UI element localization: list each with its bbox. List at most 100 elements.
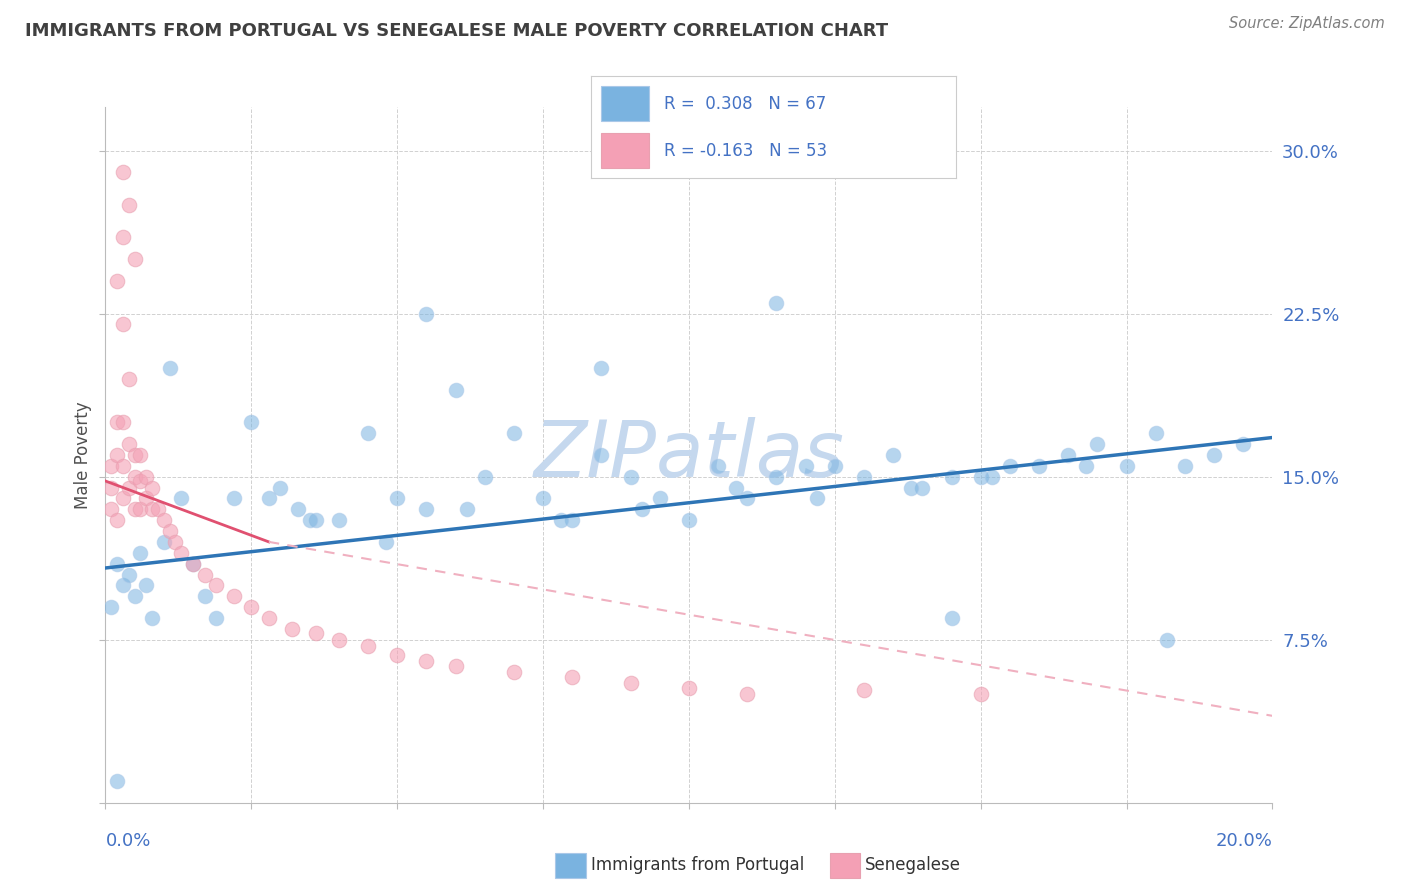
Point: [765, 295, 787, 310]
Point: [100, 458, 122, 473]
Point: [385, 648, 408, 662]
Point: [181, 557, 204, 571]
Point: [222, 589, 245, 603]
Point: [135, 578, 157, 592]
Point: [474, 469, 496, 483]
Point: [304, 513, 326, 527]
Point: [1156, 632, 1178, 647]
Point: [105, 274, 128, 288]
Text: R =  0.308   N = 67: R = 0.308 N = 67: [664, 95, 825, 112]
Point: [129, 546, 152, 560]
Point: [1144, 426, 1167, 441]
Point: [374, 535, 396, 549]
Point: [170, 491, 193, 506]
Point: [1028, 458, 1050, 473]
Point: [159, 524, 181, 538]
Point: [444, 658, 467, 673]
Text: R = -0.163   N = 53: R = -0.163 N = 53: [664, 142, 827, 160]
Text: Senegalese: Senegalese: [865, 856, 960, 874]
Point: [159, 360, 181, 375]
Point: [287, 502, 309, 516]
Point: [824, 458, 846, 473]
Point: [111, 230, 134, 244]
Point: [118, 481, 141, 495]
Point: [100, 481, 122, 495]
Point: [385, 491, 408, 506]
Point: [135, 491, 157, 506]
Point: [257, 491, 280, 506]
Text: ZIPatlas: ZIPatlas: [533, 417, 845, 493]
Point: [129, 502, 152, 516]
Point: [105, 415, 128, 429]
Point: [124, 502, 146, 516]
Point: [415, 307, 437, 321]
Point: [1057, 448, 1080, 462]
Point: [444, 383, 467, 397]
Point: [111, 165, 134, 179]
Point: [1074, 458, 1097, 473]
Point: [591, 360, 613, 375]
Point: [415, 655, 437, 669]
Point: [531, 491, 554, 506]
Point: [141, 611, 163, 625]
Point: [619, 676, 641, 690]
Point: [561, 513, 583, 527]
Point: [941, 611, 963, 625]
Point: [550, 513, 572, 527]
Point: [111, 458, 134, 473]
Text: 0.0%: 0.0%: [105, 832, 150, 850]
Point: [591, 448, 613, 462]
Point: [135, 469, 157, 483]
Point: [205, 611, 228, 625]
Y-axis label: Male Poverty: Male Poverty: [73, 401, 91, 508]
Point: [328, 632, 350, 647]
Point: [737, 687, 759, 701]
Point: [105, 557, 128, 571]
Point: [1174, 458, 1197, 473]
Point: [648, 491, 671, 506]
FancyBboxPatch shape: [602, 87, 650, 121]
Point: [328, 513, 350, 527]
Point: [111, 578, 134, 592]
FancyBboxPatch shape: [602, 133, 650, 168]
Point: [240, 600, 263, 615]
Point: [269, 481, 292, 495]
Point: [141, 481, 163, 495]
Point: [737, 491, 759, 506]
Text: IMMIGRANTS FROM PORTUGAL VS SENEGALESE MALE POVERTY CORRELATION CHART: IMMIGRANTS FROM PORTUGAL VS SENEGALESE M…: [25, 22, 889, 40]
Point: [105, 513, 128, 527]
Point: [222, 491, 245, 506]
Text: Immigrants from Portugal: Immigrants from Portugal: [591, 856, 804, 874]
Point: [1202, 448, 1225, 462]
Point: [153, 513, 174, 527]
Point: [129, 448, 152, 462]
Point: [146, 502, 169, 516]
Point: [100, 600, 122, 615]
Point: [105, 774, 128, 789]
Point: [911, 481, 934, 495]
Point: [194, 589, 217, 603]
Point: [631, 502, 654, 516]
Point: [124, 589, 146, 603]
Point: [981, 469, 1004, 483]
Point: [794, 458, 817, 473]
Text: Source: ZipAtlas.com: Source: ZipAtlas.com: [1229, 16, 1385, 31]
Point: [724, 481, 747, 495]
Point: [111, 415, 134, 429]
Point: [111, 318, 134, 332]
Point: [969, 469, 991, 483]
Point: [561, 670, 583, 684]
Point: [170, 546, 193, 560]
Point: [257, 611, 280, 625]
Point: [998, 458, 1021, 473]
Point: [502, 665, 524, 680]
Point: [1115, 458, 1137, 473]
Point: [118, 198, 141, 212]
Point: [124, 469, 146, 483]
Point: [165, 535, 187, 549]
Point: [205, 578, 228, 592]
Text: 20.0%: 20.0%: [1216, 832, 1272, 850]
Point: [969, 687, 991, 701]
Point: [678, 513, 700, 527]
Point: [298, 513, 321, 527]
